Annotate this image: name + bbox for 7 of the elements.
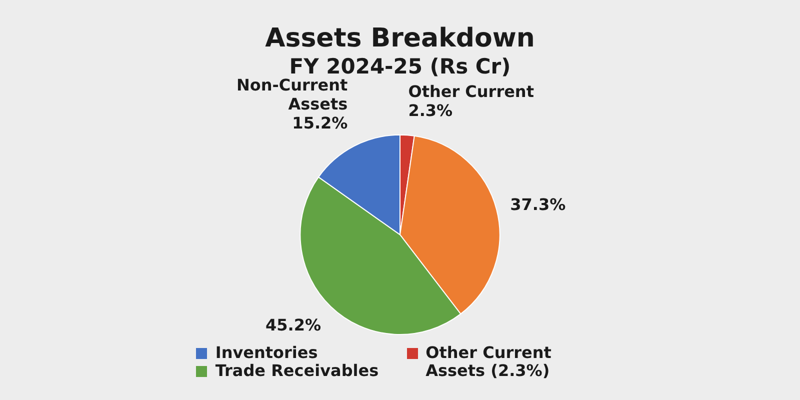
legend-label: Other Current Assets (2.3%) <box>426 343 552 380</box>
chart-title: Assets Breakdown <box>265 23 535 54</box>
legend-label: Inventories <box>215 343 318 362</box>
legend-label: Trade Receivables <box>215 361 379 380</box>
data-label: 45.2% <box>266 315 322 334</box>
data-label: 37.3% <box>510 195 566 214</box>
data-label: Other Current 2.3% <box>408 82 534 120</box>
